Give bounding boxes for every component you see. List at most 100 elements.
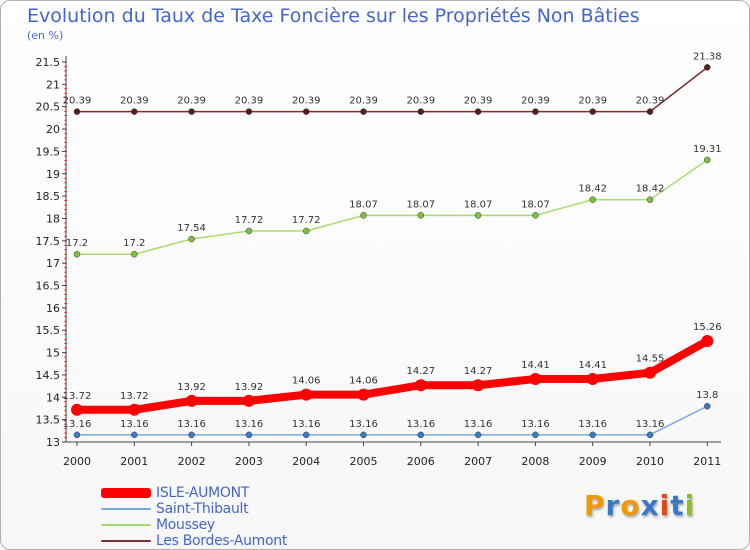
data-point-isle-aumont	[701, 334, 714, 347]
x-tick-label: 2001	[120, 455, 148, 468]
y-tick-label: 13	[46, 436, 60, 449]
data-label-saint-thibault: 13.16	[120, 419, 149, 430]
data-label-moussey: 17.54	[177, 223, 206, 234]
data-point-moussey	[302, 227, 310, 235]
data-point-les-bordes-aumont	[532, 108, 539, 115]
data-point-moussey	[589, 196, 596, 203]
legend-item-moussey: Moussey	[101, 517, 287, 533]
y-tick-label: 16	[46, 302, 60, 315]
data-label-les-bordes-aumont: 20.39	[177, 96, 206, 107]
y-axis-unit-label: (en %)	[27, 29, 64, 42]
data-point-les-bordes-aumont	[131, 108, 138, 115]
data-point-isle-aumont	[71, 403, 83, 416]
y-tick-label: 19.5	[36, 145, 61, 158]
data-label-moussey: 18.42	[636, 184, 665, 195]
legend-item-les-bordes-aumont: Les Bordes-Aumont	[101, 533, 287, 549]
data-point-les-bordes-aumont	[704, 64, 711, 71]
data-label-isle-aumont: 13.72	[63, 391, 92, 402]
data-label-isle-aumont: 14.41	[578, 360, 607, 371]
data-point-les-bordes-aumont	[245, 108, 253, 115]
y-tick-label: 17	[46, 257, 60, 270]
y-tick-label: 20	[46, 123, 60, 136]
x-tick-label: 2005	[350, 455, 378, 468]
y-tick-label: 13.5	[36, 414, 61, 427]
data-label-isle-aumont: 14.06	[292, 376, 321, 387]
data-label-les-bordes-aumont: 20.39	[578, 96, 607, 107]
data-point-moussey	[73, 250, 81, 258]
data-point-les-bordes-aumont	[589, 108, 596, 115]
y-tick-label: 21.5	[36, 56, 61, 69]
x-tick-label: 2009	[579, 455, 607, 468]
x-tick-label: 2002	[178, 455, 206, 468]
series-line-les-bordes-aumont	[76, 66, 709, 113]
data-label-moussey: 18.07	[406, 199, 435, 210]
data-label-saint-thibault: 13.16	[292, 419, 321, 430]
data-label-isle-aumont: 13.92	[177, 382, 206, 393]
data-point-les-bordes-aumont	[646, 108, 654, 115]
data-label-saint-thibault: 13.8	[696, 390, 718, 401]
series-moussey	[73, 156, 711, 258]
data-point-saint-thibault	[532, 431, 539, 439]
legend-swatch	[101, 540, 151, 542]
chart-title: Evolution du Taux de Taxe Foncière sur l…	[27, 5, 640, 27]
data-label-saint-thibault: 13.16	[235, 419, 264, 430]
data-label-moussey: 17.72	[235, 215, 264, 226]
series-isle-aumont	[71, 334, 714, 416]
axes: 13 13.5 14 14.5 15 15.5 16 16.5 17 17.5 18 18.5 19 19…	[36, 56, 721, 468]
data-point-saint-thibault	[188, 431, 195, 439]
legend-item-isle-aumont: ISLE-AUMONT	[101, 485, 287, 501]
x-tick-label: 2006	[407, 455, 435, 468]
legend-label: Saint-Thibault	[156, 501, 249, 517]
proxiti-logo: Proxiti	[584, 489, 696, 522]
x-tick-label: 2004	[292, 455, 320, 468]
data-label-saint-thibault: 13.16	[578, 419, 607, 430]
y-tick-label: 19	[46, 168, 60, 181]
x-tick-label: 2007	[464, 455, 492, 468]
data-point-saint-thibault	[474, 431, 482, 439]
data-point-moussey	[131, 250, 138, 258]
data-point-saint-thibault	[245, 431, 253, 439]
data-label-isle-aumont: 13.72	[120, 391, 149, 402]
data-label-moussey: 18.07	[521, 199, 550, 210]
series-line-isle-aumont	[73, 336, 712, 414]
y-tick-label: 17.5	[36, 235, 61, 248]
data-label-isle-aumont: 14.27	[406, 366, 435, 377]
data-point-saint-thibault	[704, 402, 711, 410]
data-point-les-bordes-aumont	[360, 108, 367, 115]
data-point-isle-aumont	[300, 388, 313, 401]
y-tick-label: 15	[46, 347, 60, 360]
data-point-les-bordes-aumont	[302, 108, 310, 115]
legend-swatch	[101, 524, 151, 526]
data-label-les-bordes-aumont: 20.39	[406, 96, 435, 107]
data-point-les-bordes-aumont	[417, 108, 425, 115]
data-label-moussey: 18.07	[464, 199, 493, 210]
data-point-isle-aumont	[529, 372, 542, 385]
legend-swatch	[101, 508, 151, 510]
legend-label: Moussey	[156, 517, 215, 533]
data-label-les-bordes-aumont: 21.38	[693, 51, 722, 62]
data-label-les-bordes-aumont: 20.39	[349, 96, 378, 107]
series-les-bordes-aumont	[73, 64, 711, 115]
data-point-moussey	[474, 212, 482, 219]
data-label-moussey: 19.31	[693, 144, 722, 155]
data-label-isle-aumont: 15.26	[693, 322, 722, 333]
y-tick-label: 14.5	[36, 369, 61, 382]
series-layer	[71, 64, 714, 439]
data-point-isle-aumont	[128, 403, 141, 416]
data-label-saint-thibault: 13.16	[464, 419, 493, 430]
y-tick-label: 20.5	[36, 101, 61, 114]
series-line-moussey	[76, 159, 709, 255]
y-tick-label: 16.5	[36, 280, 61, 293]
data-point-moussey	[188, 235, 195, 243]
data-point-isle-aumont	[185, 394, 198, 407]
data-label-saint-thibault: 13.16	[406, 419, 435, 430]
data-label-moussey: 18.42	[578, 184, 607, 195]
legend-label: Les Bordes-Aumont	[156, 533, 288, 549]
data-label-les-bordes-aumont: 20.39	[292, 96, 321, 107]
legend-label: ISLE-AUMONT	[156, 485, 250, 501]
data-point-moussey	[245, 227, 253, 235]
y-tick-label: 18	[46, 212, 60, 225]
x-tick-label: 2010	[636, 455, 664, 468]
